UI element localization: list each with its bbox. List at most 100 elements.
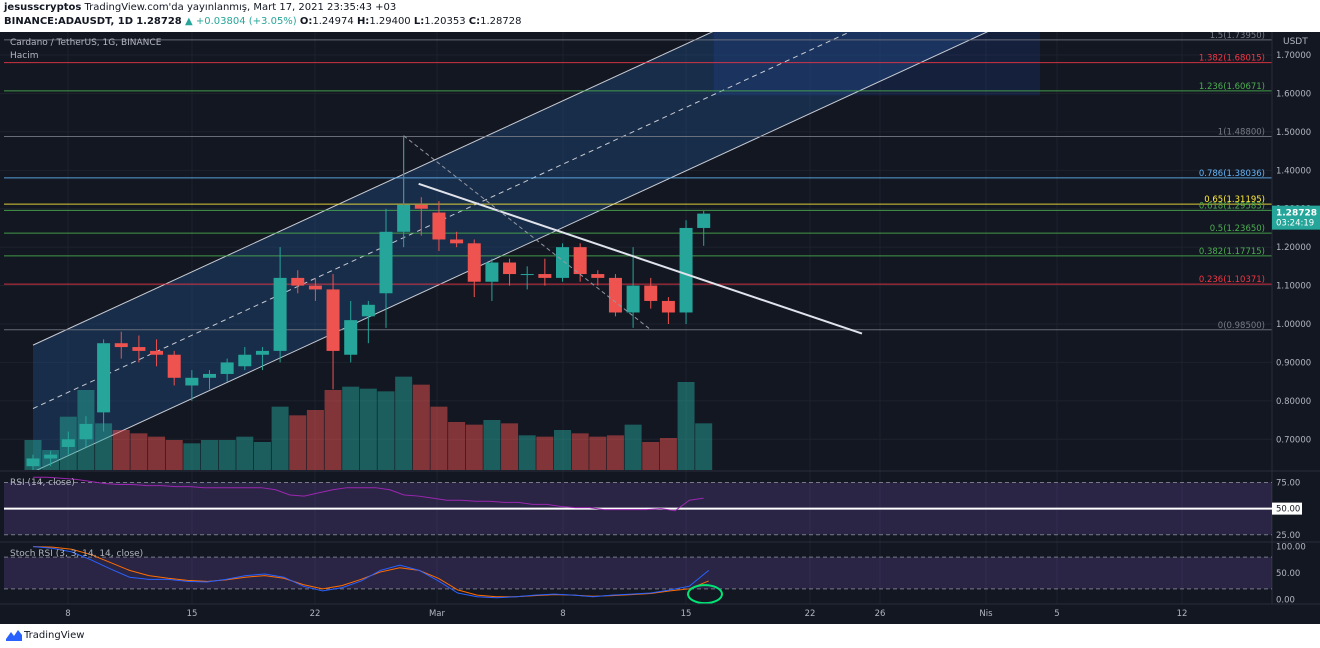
volume-bar bbox=[395, 376, 413, 470]
tradingview-brand[interactable]: TradingView bbox=[24, 630, 85, 641]
candle-body bbox=[44, 454, 58, 459]
high-label: H: bbox=[356, 16, 370, 27]
date-tick-label: Nis bbox=[979, 609, 993, 619]
volume-bar bbox=[554, 430, 571, 470]
price-tick-label: 1.60000 bbox=[1276, 89, 1311, 99]
candle-body bbox=[414, 204, 428, 209]
volume-bar bbox=[430, 406, 448, 470]
fib-level-label: 0.382(1.17715) bbox=[1199, 247, 1265, 257]
candle-body bbox=[238, 354, 252, 367]
currency-label: USDT bbox=[1283, 37, 1308, 47]
date-tick-label: 12 bbox=[1177, 609, 1188, 619]
date-tick-label: 15 bbox=[187, 609, 198, 619]
fib-level-label: 0.5(1.23650) bbox=[1210, 224, 1265, 234]
candle-body bbox=[485, 262, 499, 282]
date-tick-label: 5 bbox=[1054, 609, 1059, 619]
publish-header: jesusscryptos TradingView.com'da yayınla… bbox=[0, 0, 1320, 32]
volume-bar bbox=[218, 440, 236, 470]
volume-bar bbox=[112, 430, 130, 470]
fibonacci-retracement: 1.5(1.73950) 1.382(1.68015) 1.236(1.60671)… bbox=[4, 32, 1272, 331]
candle-body bbox=[679, 227, 693, 313]
candle-body bbox=[379, 231, 393, 294]
volume-bar bbox=[642, 442, 660, 470]
channel-upper-line bbox=[32, 32, 714, 346]
chart-area[interactable]: 1.5(1.73950) 1.382(1.68015) 1.236(1.60671)… bbox=[0, 32, 1320, 624]
date-tick-label: Mar bbox=[429, 609, 446, 619]
candle-body bbox=[467, 243, 481, 282]
volume-bar bbox=[165, 440, 183, 470]
author-name[interactable]: jesusscryptos bbox=[4, 2, 82, 13]
volume-bar bbox=[306, 410, 324, 470]
low-label: L: bbox=[413, 16, 425, 27]
stoch-rsi-pane: 100.00 50.00 0.00 bbox=[0, 541, 1320, 605]
price-tick-label: 1.20000 bbox=[1276, 243, 1311, 253]
fib-level-label: 1.382(1.68015) bbox=[1199, 54, 1265, 64]
fib-level-label: 1.236(1.60671) bbox=[1199, 82, 1265, 92]
candle-body bbox=[291, 277, 305, 286]
volume-bar bbox=[289, 415, 307, 470]
pair-legend: Cardano / TetherUS, 1G, BINANCE bbox=[10, 38, 162, 48]
fib-level-label: 1.5(1.73950) bbox=[1210, 32, 1265, 41]
time-axis[interactable]: 8 15 22 Mar 8 15 22 26 Nis 5 12 bbox=[0, 603, 1320, 619]
fib-level-label: 1(1.48800) bbox=[1218, 128, 1265, 138]
candle-body bbox=[361, 304, 375, 317]
volume-bar bbox=[201, 440, 218, 470]
publish-info: TradingView.com'da yayınlanmış, Mart 17,… bbox=[84, 2, 397, 13]
candle-body bbox=[167, 354, 181, 378]
candle-body bbox=[308, 285, 322, 290]
trendline-drawings bbox=[403, 135, 863, 335]
volume-bar bbox=[677, 382, 695, 470]
candle-body bbox=[450, 239, 464, 244]
stoch-level-label: 100.00 bbox=[1276, 543, 1306, 553]
price-tick-label: 1.40000 bbox=[1276, 166, 1311, 176]
volume-bar bbox=[130, 433, 148, 470]
low-value: 1.20353 bbox=[424, 16, 466, 27]
change-up-icon: ▲ bbox=[184, 16, 193, 27]
candle-body bbox=[97, 343, 111, 413]
stoch-k-line bbox=[32, 546, 710, 599]
candle-body bbox=[344, 320, 358, 355]
rsi-legend: RSI (14, close) bbox=[10, 478, 75, 488]
ohlc-line: BINANCE:ADAUSDT, 1D 1.28728 ▲ +0.03804 (… bbox=[4, 16, 521, 27]
candle-body bbox=[661, 300, 675, 313]
volume-bar bbox=[536, 436, 554, 470]
price-axis[interactable]: USDT1.700001.600001.500001.400001.300001… bbox=[1271, 32, 1320, 604]
volume-bar bbox=[183, 443, 201, 470]
candle-body bbox=[538, 274, 552, 278]
candle-body bbox=[432, 212, 446, 240]
change-value: +0.03804 (+3.05%) bbox=[195, 16, 297, 27]
date-tick-label: 15 bbox=[681, 609, 692, 619]
candle-body bbox=[644, 285, 658, 301]
close-value: 1.28728 bbox=[136, 16, 182, 27]
volume-bar bbox=[695, 423, 713, 470]
volume-bar bbox=[253, 442, 271, 470]
fib-diagonal-line bbox=[403, 135, 652, 331]
candle-body bbox=[503, 262, 517, 275]
volume-bar bbox=[324, 390, 342, 470]
candle-body bbox=[114, 343, 128, 348]
footer-bar: TradingView bbox=[0, 624, 1320, 648]
rsi-level-25: 25.00 bbox=[1276, 531, 1300, 541]
candle-body bbox=[150, 350, 164, 355]
tradingview-logo-icon bbox=[6, 630, 22, 641]
candle-body bbox=[591, 274, 605, 278]
rsi-line bbox=[33, 476, 704, 512]
volume-bar bbox=[589, 436, 607, 470]
fib-level-label: 0.786(1.38036) bbox=[1199, 169, 1265, 179]
candle-body bbox=[79, 423, 93, 440]
candle-body bbox=[573, 247, 587, 275]
volume-bar bbox=[359, 388, 377, 470]
date-tick-label: 8 bbox=[65, 609, 70, 619]
projection-box bbox=[713, 32, 1040, 96]
volume-bar bbox=[448, 422, 466, 470]
candle-body bbox=[697, 213, 711, 228]
volume-bar bbox=[465, 424, 483, 470]
date-tick-label: 22 bbox=[310, 609, 321, 619]
price-tick-label: 0.80000 bbox=[1276, 397, 1311, 407]
candle-body bbox=[220, 362, 234, 374]
descending-trendline bbox=[418, 182, 863, 335]
volume-bar bbox=[483, 420, 501, 470]
stoch-level-label: 0.00 bbox=[1276, 595, 1295, 605]
volume-bar bbox=[236, 436, 254, 470]
candle-body bbox=[556, 247, 569, 278]
